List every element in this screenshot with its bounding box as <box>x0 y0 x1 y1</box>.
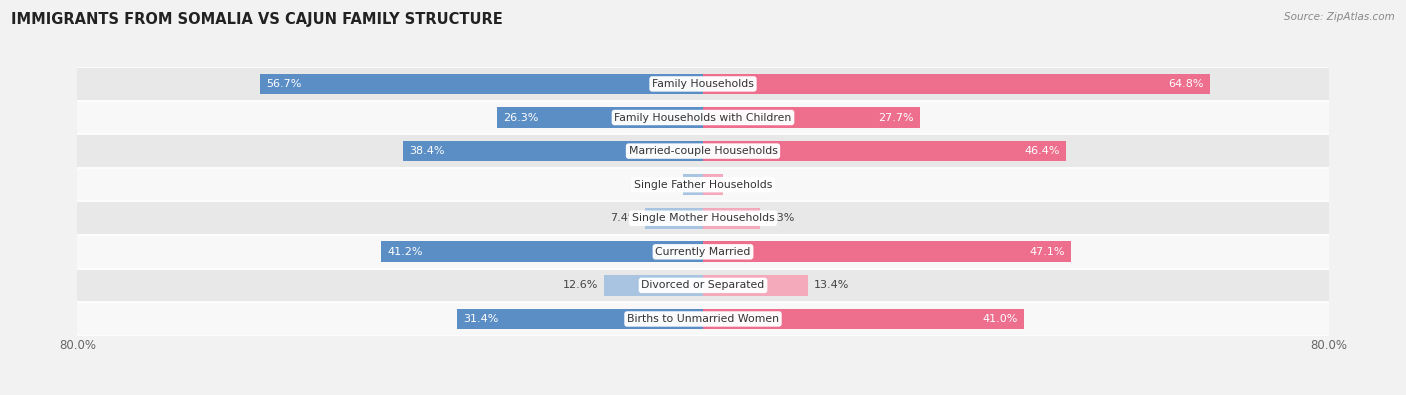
Text: Births to Unmarried Women: Births to Unmarried Women <box>627 314 779 324</box>
Bar <box>77 168 1329 201</box>
Bar <box>77 201 1329 235</box>
Text: Family Households: Family Households <box>652 79 754 89</box>
Bar <box>77 269 1329 302</box>
Bar <box>703 208 761 229</box>
Text: Single Mother Households: Single Mother Households <box>631 213 775 223</box>
Text: 31.4%: 31.4% <box>464 314 499 324</box>
Bar <box>703 73 1209 94</box>
Bar <box>703 275 808 296</box>
Bar <box>703 174 723 195</box>
Text: 12.6%: 12.6% <box>562 280 598 290</box>
Bar <box>457 308 703 329</box>
Text: Currently Married: Currently Married <box>655 247 751 257</box>
Text: 2.5%: 2.5% <box>728 180 758 190</box>
Text: Family Households with Children: Family Households with Children <box>614 113 792 122</box>
Text: Married-couple Households: Married-couple Households <box>628 146 778 156</box>
Bar <box>703 308 1024 329</box>
Legend: Immigrants from Somalia, Cajun: Immigrants from Somalia, Cajun <box>569 393 837 395</box>
Bar <box>260 73 703 94</box>
Bar <box>77 101 1329 134</box>
Bar <box>381 241 703 262</box>
Bar <box>498 107 703 128</box>
Text: 46.4%: 46.4% <box>1024 146 1060 156</box>
Text: 13.4%: 13.4% <box>814 280 849 290</box>
Bar <box>77 235 1329 269</box>
Bar <box>77 302 1329 336</box>
Text: 7.4%: 7.4% <box>610 213 638 223</box>
Text: 7.3%: 7.3% <box>766 213 794 223</box>
Text: 38.4%: 38.4% <box>409 146 444 156</box>
Bar <box>402 141 703 162</box>
Bar <box>645 208 703 229</box>
Bar <box>683 174 703 195</box>
Text: 64.8%: 64.8% <box>1168 79 1204 89</box>
Text: Single Father Households: Single Father Households <box>634 180 772 190</box>
Text: 47.1%: 47.1% <box>1029 247 1066 257</box>
Bar <box>703 141 1066 162</box>
Text: 41.2%: 41.2% <box>387 247 423 257</box>
Text: Source: ZipAtlas.com: Source: ZipAtlas.com <box>1284 12 1395 22</box>
Text: 41.0%: 41.0% <box>981 314 1018 324</box>
Bar <box>703 107 920 128</box>
Text: Divorced or Separated: Divorced or Separated <box>641 280 765 290</box>
Bar <box>77 134 1329 168</box>
Text: 56.7%: 56.7% <box>266 79 301 89</box>
Bar <box>605 275 703 296</box>
Text: IMMIGRANTS FROM SOMALIA VS CAJUN FAMILY STRUCTURE: IMMIGRANTS FROM SOMALIA VS CAJUN FAMILY … <box>11 12 503 27</box>
Text: 2.5%: 2.5% <box>648 180 678 190</box>
Text: 27.7%: 27.7% <box>877 113 914 122</box>
Bar <box>77 67 1329 101</box>
Text: 26.3%: 26.3% <box>503 113 538 122</box>
Bar <box>703 241 1071 262</box>
